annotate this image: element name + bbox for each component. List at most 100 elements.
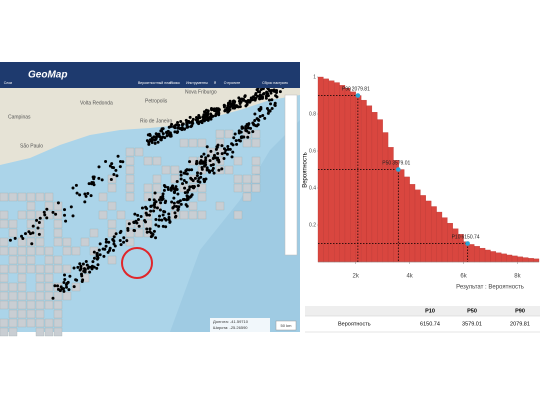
well bbox=[203, 179, 207, 183]
well bbox=[53, 284, 57, 288]
well bbox=[111, 248, 115, 252]
bar bbox=[420, 195, 426, 263]
toolbar-item[interactable]: Вероятностный план bbox=[138, 81, 172, 85]
block bbox=[26, 219, 36, 229]
block bbox=[98, 210, 108, 220]
well bbox=[265, 107, 269, 111]
block bbox=[224, 165, 234, 175]
well bbox=[225, 152, 229, 156]
bar bbox=[328, 80, 335, 263]
bar bbox=[425, 200, 432, 263]
well bbox=[148, 198, 152, 202]
well bbox=[84, 194, 88, 198]
well bbox=[263, 116, 267, 120]
toolbar-item[interactable]: Слои bbox=[4, 81, 13, 85]
well bbox=[262, 91, 266, 95]
y-tick-label: 0.8 bbox=[309, 111, 316, 117]
bar bbox=[484, 249, 491, 263]
well bbox=[205, 115, 209, 119]
well bbox=[172, 196, 176, 200]
well bbox=[13, 236, 17, 240]
well bbox=[188, 185, 192, 189]
well bbox=[246, 126, 250, 130]
well bbox=[158, 135, 162, 139]
well bbox=[256, 94, 260, 98]
block bbox=[233, 210, 243, 220]
well bbox=[186, 119, 190, 123]
well bbox=[196, 180, 200, 184]
block bbox=[125, 156, 135, 166]
well bbox=[197, 177, 201, 181]
well bbox=[78, 262, 82, 266]
block bbox=[0, 264, 9, 274]
block bbox=[53, 228, 63, 238]
well bbox=[97, 176, 101, 180]
well bbox=[137, 224, 141, 228]
highlight-circle bbox=[121, 247, 153, 279]
table-cell: 3579.01 bbox=[462, 321, 482, 327]
block bbox=[107, 255, 117, 265]
well bbox=[88, 270, 92, 274]
block bbox=[35, 300, 45, 310]
well bbox=[176, 120, 180, 124]
well bbox=[269, 89, 273, 93]
well bbox=[234, 139, 238, 143]
bar bbox=[355, 95, 362, 263]
well bbox=[143, 219, 147, 223]
well bbox=[152, 198, 156, 202]
block bbox=[125, 165, 135, 175]
well bbox=[261, 114, 265, 118]
well bbox=[154, 236, 158, 240]
well bbox=[79, 272, 83, 276]
toolbar-item[interactable]: О проекте bbox=[224, 81, 241, 85]
well bbox=[169, 186, 173, 190]
well bbox=[253, 118, 257, 122]
well bbox=[160, 129, 164, 133]
block bbox=[233, 174, 243, 184]
well bbox=[184, 168, 188, 172]
marker-label: P902079.81 bbox=[342, 87, 370, 93]
bar bbox=[414, 189, 421, 263]
toolbar-item[interactable]: Я bbox=[214, 81, 217, 85]
block bbox=[134, 147, 144, 157]
block bbox=[53, 309, 63, 319]
well bbox=[37, 232, 41, 236]
well bbox=[251, 130, 255, 134]
well bbox=[98, 253, 102, 257]
well bbox=[176, 192, 180, 196]
well bbox=[101, 247, 105, 251]
block bbox=[26, 246, 36, 256]
toolbar-item[interactable]: Поиск bbox=[170, 81, 180, 85]
block bbox=[26, 255, 36, 265]
map-tools[interactable] bbox=[284, 94, 298, 256]
well bbox=[96, 263, 100, 267]
well bbox=[85, 263, 89, 267]
well bbox=[56, 201, 60, 205]
well bbox=[259, 106, 263, 110]
block bbox=[125, 228, 135, 238]
well bbox=[30, 242, 34, 246]
well bbox=[204, 111, 208, 115]
well bbox=[149, 209, 153, 213]
toolbar-item[interactable]: Сброс настроек bbox=[262, 81, 288, 85]
block bbox=[242, 174, 252, 184]
well bbox=[147, 213, 151, 217]
block bbox=[71, 246, 81, 256]
well bbox=[118, 165, 122, 169]
well bbox=[183, 186, 187, 190]
well bbox=[157, 198, 161, 202]
well bbox=[183, 191, 187, 195]
well bbox=[161, 132, 165, 136]
bar bbox=[447, 222, 453, 263]
well bbox=[108, 246, 112, 250]
well bbox=[104, 237, 108, 241]
wells bbox=[8, 81, 285, 300]
well bbox=[115, 174, 119, 178]
block bbox=[188, 201, 198, 211]
well bbox=[100, 178, 104, 182]
well bbox=[247, 122, 251, 126]
well bbox=[232, 101, 236, 105]
toolbar-item[interactable]: Инструменты bbox=[186, 81, 208, 85]
well bbox=[154, 217, 158, 221]
well bbox=[139, 214, 143, 218]
